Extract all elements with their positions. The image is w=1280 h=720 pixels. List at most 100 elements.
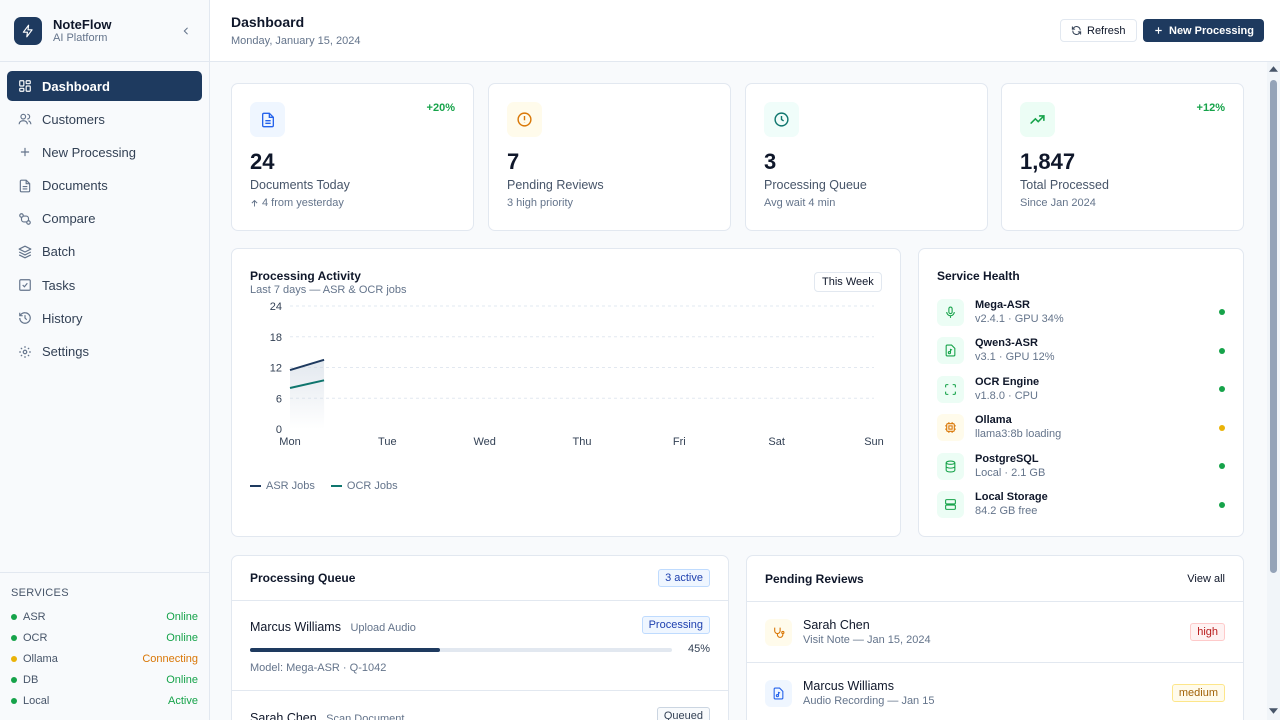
- page-date: Monday, January 15, 2024: [231, 35, 361, 47]
- collapse-sidebar-button[interactable]: [177, 22, 195, 40]
- service-status: Online: [166, 610, 198, 623]
- refresh-button[interactable]: Refresh: [1060, 19, 1137, 42]
- layers-icon: [18, 245, 32, 259]
- new-processing-label: New Processing: [1169, 24, 1254, 37]
- sidebar: NoteFlow AI Platform Dashboard Customers…: [0, 0, 210, 720]
- view-all-link[interactable]: View all: [1187, 572, 1225, 585]
- status-dot: [11, 613, 17, 620]
- service-row-db: DB Online: [11, 669, 198, 690]
- x-tick-label: Thu: [573, 436, 592, 448]
- main-content: +20% 24 Documents Today 4 from yesterday…: [210, 62, 1267, 720]
- status-dot: [1219, 463, 1225, 469]
- queue-item[interactable]: Marcus Williams Upload Audio Processing: [232, 616, 728, 636]
- scan-icon: [937, 375, 964, 403]
- sidebar-item-history[interactable]: History: [7, 303, 202, 333]
- sidebar-item-tasks[interactable]: Tasks: [7, 270, 202, 300]
- y-tick-label: 18: [270, 332, 282, 344]
- stat-label: Documents Today: [250, 178, 350, 192]
- sidebar-item-label: Tasks: [42, 277, 76, 293]
- stat-sub-text: Avg wait 4 min: [764, 197, 836, 209]
- service-status: Active: [168, 694, 198, 707]
- x-tick-label: Sun: [864, 436, 884, 448]
- stat-sub: 4 from yesterday: [250, 197, 455, 209]
- main-scrollbar[interactable]: [1267, 62, 1280, 720]
- range-select[interactable]: This Week: [814, 272, 882, 292]
- status-dot: [11, 634, 17, 641]
- review-name: Marcus Williams: [803, 678, 894, 693]
- divider: [232, 690, 728, 691]
- service-row-asr: ASR Online: [11, 606, 198, 627]
- alert-circle-icon: [507, 102, 542, 137]
- plus-icon: [1153, 25, 1164, 36]
- service-name: DB: [23, 673, 39, 686]
- card-header: Pending Reviews View all: [747, 556, 1243, 602]
- scroll-down-arrow[interactable]: [1269, 708, 1278, 716]
- health-row-ollama: Ollama llama3:8b loading: [937, 410, 1225, 446]
- service-name: PostgreSQL: [975, 452, 1039, 465]
- priority-badge: high: [1190, 623, 1225, 641]
- service-meta: Local · 2.1 GB: [975, 466, 1046, 479]
- stat-sub-text: 4 from yesterday: [262, 197, 344, 209]
- sidebar-item-documents[interactable]: Documents: [7, 171, 202, 201]
- scroll-up-arrow[interactable]: [1269, 66, 1278, 74]
- sidebar-item-new-processing[interactable]: New Processing: [7, 137, 202, 167]
- queue-item[interactable]: Sarah Chen Scan Document Queued: [232, 707, 728, 720]
- sidebar-item-compare[interactable]: Compare: [7, 204, 202, 234]
- stat-trend: +12%: [1196, 102, 1225, 114]
- card-header: Processing Queue 3 active: [232, 556, 728, 601]
- service-row-local: Local Active: [11, 690, 198, 711]
- service-name: Ollama: [975, 414, 1012, 426]
- y-tick-label: 12: [270, 363, 282, 375]
- x-tick-label: Tue: [378, 436, 397, 448]
- x-tick-label: Mon: [279, 436, 300, 448]
- active-count-badge: 3 active: [658, 569, 710, 587]
- status-dot: [11, 676, 17, 683]
- activity-chart: 0 6 12 18 24 Mon Tue Wed Thu Fri Sat Sun: [270, 301, 884, 448]
- progress-bar: [250, 648, 672, 652]
- service-meta: v2.4.1 · GPU 34%: [975, 312, 1064, 325]
- sidebar-nav: Dashboard Customers New Processing Docum…: [0, 62, 209, 367]
- stat-value: 1,847: [1020, 149, 1076, 174]
- legend-label: ASR Jobs: [266, 480, 315, 492]
- review-name: Sarah Chen: [803, 617, 870, 632]
- service-name: Local Storage: [975, 491, 1048, 503]
- sidebar-item-batch[interactable]: Batch: [7, 237, 202, 267]
- y-tick-label: 24: [270, 301, 282, 313]
- service-meta: v3.1 · GPU 12%: [975, 351, 1055, 363]
- status-dot: [11, 697, 17, 704]
- sidebar-item-label: New Processing: [42, 144, 136, 160]
- sidebar-item-label: Documents: [42, 178, 108, 194]
- stat-value: 7: [507, 149, 520, 174]
- service-name: OCR: [23, 631, 48, 644]
- status-dot: [1219, 309, 1225, 315]
- plus-icon: [18, 145, 32, 159]
- service-name: Mega-ASR: [975, 298, 1031, 311]
- new-processing-button[interactable]: New Processing: [1143, 19, 1264, 42]
- processing-activity-card: Processing Activity Last 7 days — ASR & …: [231, 248, 901, 537]
- service-name: Qwen3-ASR: [975, 337, 1038, 349]
- review-item[interactable]: Marcus Williams Audio Recording — Jan 15 …: [747, 663, 1243, 720]
- sidebar-item-customers[interactable]: Customers: [7, 104, 202, 134]
- dashboard-icon: [18, 79, 32, 93]
- legend-swatch: [330, 485, 342, 487]
- sidebar-item-settings[interactable]: Settings: [7, 337, 202, 367]
- service-status: Online: [166, 631, 198, 644]
- card-title: Processing Queue: [250, 571, 356, 585]
- service-name: Ollama: [23, 652, 58, 665]
- pending-reviews-card: Pending Reviews View all Sarah Chen Visit…: [746, 555, 1244, 720]
- health-row-ocr-engine: OCR Engine v1.8.0 · CPU: [937, 371, 1225, 407]
- services-status-panel: SERVICES ASR Online OCR Online Ollama Co…: [0, 572, 209, 720]
- stat-card-pending-reviews: 7 Pending Reviews 3 high priority: [488, 83, 731, 231]
- sidebar-item-label: Batch: [42, 244, 76, 260]
- review-meta: Visit Note — Jan 15, 2024: [803, 633, 931, 646]
- audio-file-icon: [765, 679, 792, 707]
- status-dot: [1219, 347, 1225, 354]
- progress-fill: [250, 648, 440, 652]
- sidebar-item-dashboard[interactable]: Dashboard: [7, 71, 202, 101]
- legend-label: OCR Jobs: [346, 480, 398, 492]
- review-item[interactable]: Sarah Chen Visit Note — Jan 15, 2024 high: [747, 602, 1243, 663]
- stat-label: Processing Queue: [764, 178, 867, 192]
- scroll-thumb[interactable]: [1270, 80, 1277, 573]
- history-icon: [18, 311, 32, 325]
- audio-file-icon: [937, 337, 964, 364]
